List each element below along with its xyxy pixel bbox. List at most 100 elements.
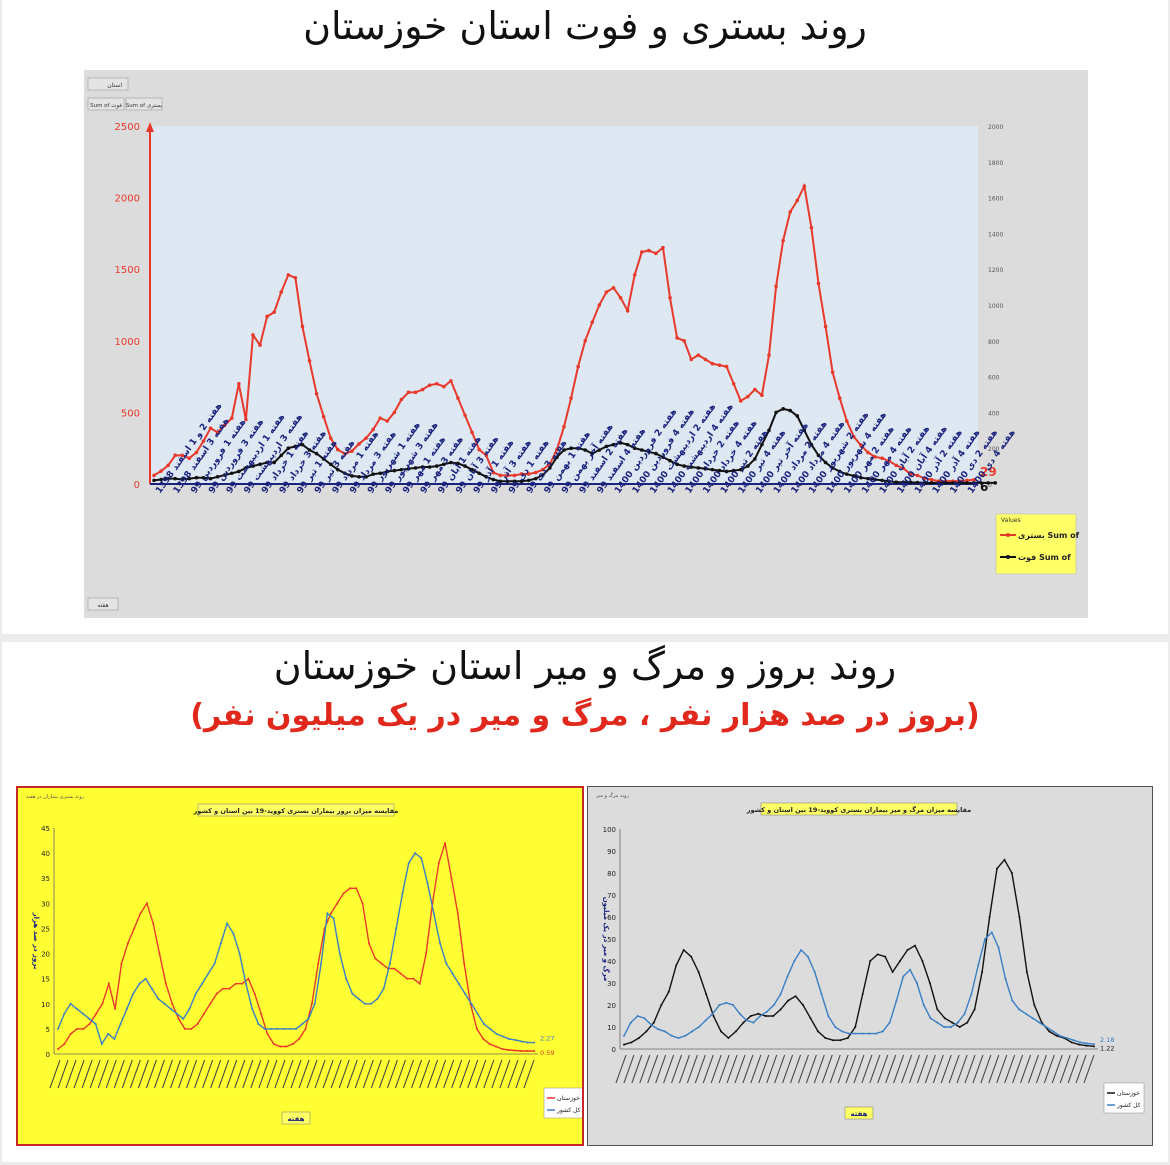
data-point (300, 324, 305, 329)
data-point (846, 1037, 849, 1039)
data-point (426, 882, 429, 885)
data-point (376, 997, 379, 1000)
x-tick-mark (789, 1054, 802, 1084)
data-point (802, 428, 807, 433)
data-point (902, 975, 905, 978)
data-point (788, 408, 793, 413)
data-point (350, 449, 354, 453)
y-tick: 0 (46, 1051, 50, 1059)
data-point (286, 446, 291, 451)
data-point (604, 444, 609, 449)
x-tick-mark (194, 1059, 206, 1089)
y-tick-left: 2000 (115, 194, 140, 205)
x-tick-mark (678, 1054, 690, 1084)
x-tick-mark (370, 1059, 382, 1089)
data-point (119, 1022, 122, 1025)
x-tick-mark (615, 1054, 627, 1084)
series-end-label: 1.22 (1100, 1044, 1114, 1052)
data-point (1078, 1043, 1081, 1046)
data-point (847, 1032, 850, 1035)
data-point (526, 472, 531, 476)
data-point (57, 1047, 59, 1050)
data-point (894, 463, 899, 468)
data-point (1085, 1044, 1088, 1047)
data-point (629, 1021, 632, 1024)
data-point (963, 1012, 966, 1015)
data-point (772, 1015, 775, 1017)
series-line-khuzestan (57, 842, 534, 1052)
data-point (988, 916, 991, 918)
data-point (177, 1017, 180, 1020)
data-point (371, 427, 375, 432)
data-point (854, 1026, 857, 1028)
data-point (187, 456, 192, 461)
data-point (704, 1019, 707, 1022)
data-point (215, 430, 220, 435)
series-end-label: 29 (980, 465, 997, 479)
legend-label: خوزستان (1117, 1090, 1140, 1097)
data-point (392, 410, 397, 415)
data-point (689, 357, 694, 362)
x-tick-mark (996, 1054, 1008, 1084)
x-tick-mark (169, 1059, 182, 1089)
data-point (972, 478, 976, 482)
data-point (335, 467, 340, 472)
data-point (329, 912, 332, 915)
data-point (806, 955, 809, 958)
data-point (611, 442, 616, 447)
data-point (766, 1010, 769, 1013)
data-point (307, 1017, 310, 1020)
x-tick-mark (202, 1059, 214, 1089)
chart-svg-3: روند مرگ و میر مقایسه میزان مرگ و میر بیم… (595, 792, 1145, 1120)
data-point (251, 1007, 254, 1010)
data-point (823, 460, 828, 465)
data-point (382, 987, 385, 990)
data-point (569, 396, 573, 400)
x-tick-mark (988, 1054, 1000, 1084)
data-point (213, 962, 216, 965)
data-point (1065, 1037, 1068, 1039)
data-point (526, 1041, 529, 1044)
data-point (639, 448, 644, 452)
data-point (854, 1032, 857, 1035)
data-point (113, 1037, 116, 1040)
data-point (272, 1042, 275, 1045)
data-point (501, 1035, 504, 1038)
data-point (689, 465, 694, 469)
data-point (738, 467, 743, 472)
data-point (393, 967, 396, 970)
data-point (247, 977, 250, 980)
data-point (936, 1008, 939, 1011)
data-point (434, 381, 439, 386)
data-point (703, 466, 708, 471)
data-point (990, 931, 993, 934)
data-point (463, 413, 467, 418)
x-tick-mark (694, 1054, 706, 1084)
data-point (345, 977, 348, 980)
data-point (936, 1021, 939, 1024)
data-point (328, 462, 333, 467)
data-point (257, 1022, 260, 1025)
x-tick-mark (483, 1059, 495, 1089)
data-point (973, 1008, 976, 1011)
data-point (772, 1004, 775, 1006)
y-axis-label: مرگ و میر در یک میلیون (602, 897, 611, 982)
data-point (326, 912, 329, 915)
data-point (380, 962, 383, 965)
data-point (724, 364, 729, 369)
field-button (87, 97, 125, 111)
data-point (705, 993, 708, 995)
data-point (717, 468, 722, 473)
data-point (711, 1012, 714, 1015)
data-point (958, 481, 962, 485)
data-point (670, 1034, 673, 1037)
chart-svg-1: استان Sum of فوت Sum of بستری هفته 0 500 1000 1… (87, 77, 1080, 611)
data-point (114, 1007, 117, 1010)
data-point (520, 1049, 523, 1052)
data-point (787, 999, 790, 1002)
data-point (562, 424, 566, 429)
data-point (951, 1021, 954, 1024)
data-point (139, 912, 142, 915)
data-point (228, 987, 231, 990)
data-point (718, 1004, 721, 1006)
